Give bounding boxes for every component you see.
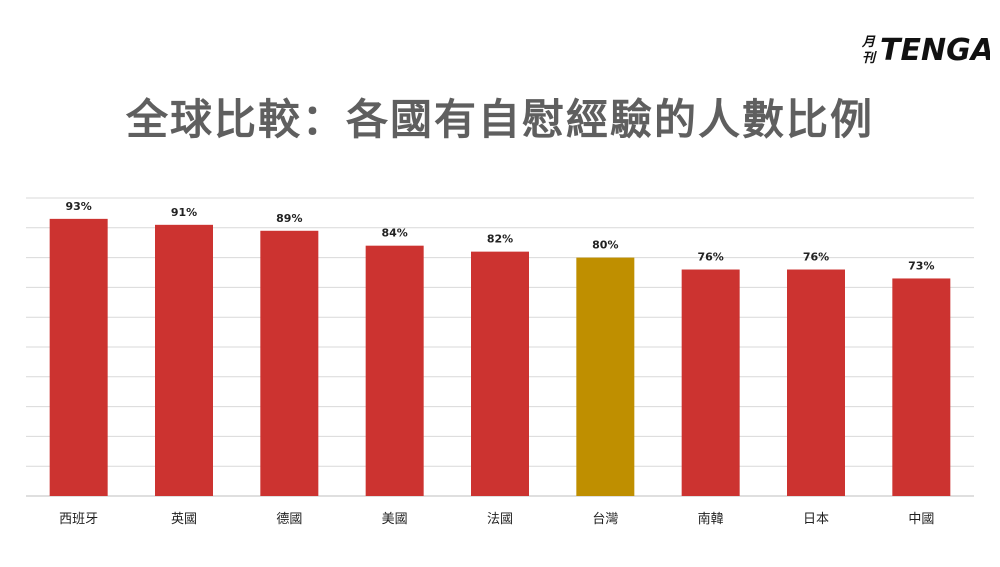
category-label: 美國 bbox=[382, 512, 408, 527]
category-label: 中國 bbox=[908, 512, 934, 527]
bars bbox=[49, 218, 951, 497]
category-label: 日本 bbox=[803, 512, 829, 527]
bar-9 bbox=[892, 278, 951, 496]
data-label: 76% bbox=[697, 251, 723, 264]
data-label: 93% bbox=[65, 200, 91, 213]
bar-3 bbox=[260, 230, 319, 496]
tenga-logo: 月 刊 TENGA bbox=[858, 30, 994, 68]
data-label: 91% bbox=[171, 206, 197, 219]
bar-5 bbox=[471, 251, 529, 496]
category-label: 法國 bbox=[487, 512, 513, 527]
category-labels: 西班牙 英國 德國 美國 法國 台灣 南韓 日本 中國 bbox=[59, 511, 934, 527]
bar-6 bbox=[576, 257, 635, 496]
category-label: 德國 bbox=[276, 512, 302, 527]
chart-title: 全球比較：各國有自慰經驗的人數比例 bbox=[125, 95, 874, 144]
category-label: 西班牙 bbox=[59, 512, 98, 527]
data-label: 76% bbox=[803, 251, 829, 264]
data-label: 89% bbox=[276, 212, 302, 225]
data-label: 80% bbox=[592, 239, 618, 252]
logo-prefix-2: 刊 bbox=[862, 51, 877, 66]
category-label: 台灣 bbox=[592, 512, 618, 527]
logo-name: TENGA bbox=[880, 33, 990, 66]
category-label: 英國 bbox=[171, 512, 197, 527]
tenga-logo-mark: 月 刊 TENGA bbox=[861, 33, 994, 68]
bar-7 bbox=[681, 269, 740, 496]
data-label: 84% bbox=[381, 227, 407, 240]
data-label: 73% bbox=[908, 259, 934, 272]
bar-1 bbox=[49, 218, 108, 497]
logo-prefix-1: 月 bbox=[861, 35, 876, 50]
category-label: 南韓 bbox=[698, 511, 724, 527]
bar-8 bbox=[787, 269, 845, 496]
bar-4 bbox=[365, 245, 424, 496]
data-labels: 93% 91% 89% 84% 82% 80% 76% 76% 73% bbox=[65, 200, 934, 273]
bar-2 bbox=[155, 224, 213, 496]
data-label: 82% bbox=[487, 233, 513, 246]
